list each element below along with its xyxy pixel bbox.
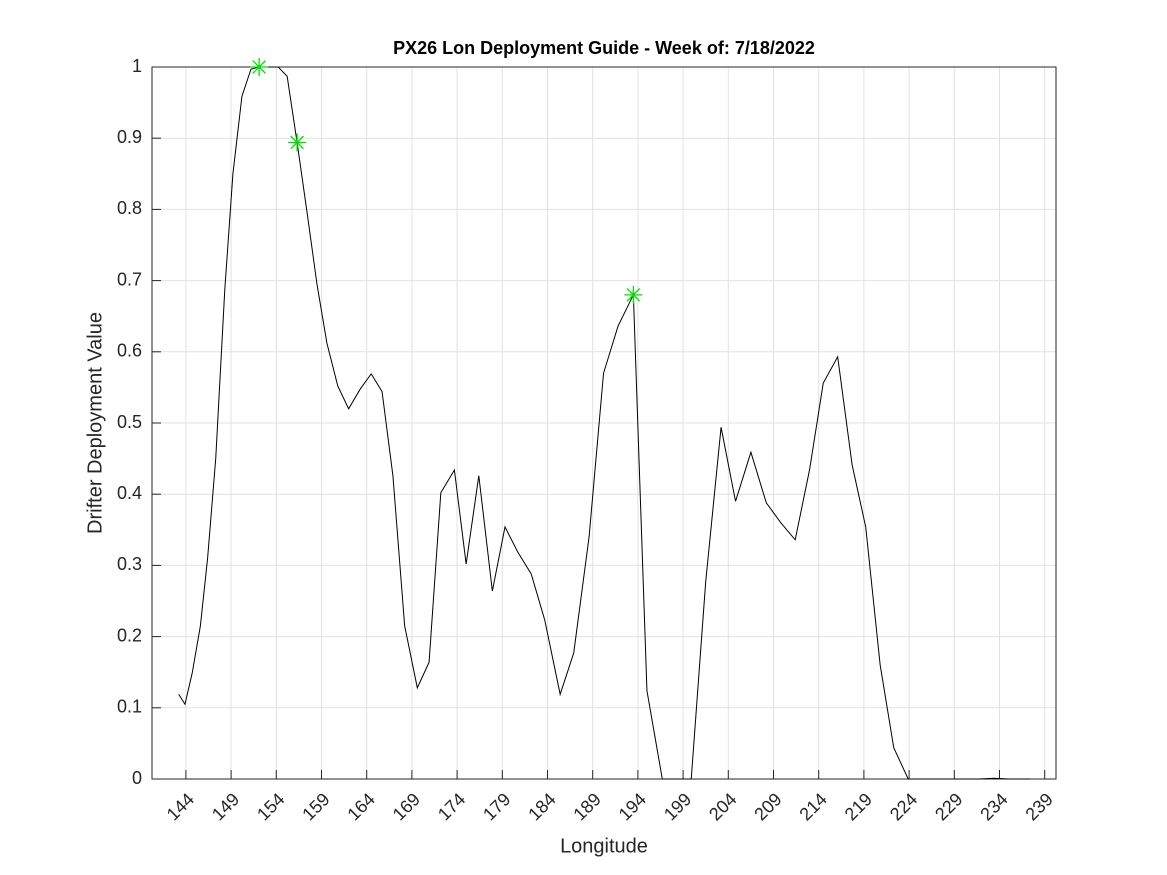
x-tick-label: 179 bbox=[479, 789, 514, 824]
x-tick-label: 169 bbox=[389, 789, 424, 824]
y-tick-label: 0.3 bbox=[117, 554, 142, 574]
y-tick-label: 0.6 bbox=[117, 341, 142, 361]
x-tick-label: 219 bbox=[841, 789, 876, 824]
x-tick-label: 184 bbox=[524, 789, 559, 824]
y-tick-label: 0.7 bbox=[117, 269, 142, 289]
y-tick-label: 0.4 bbox=[117, 483, 142, 503]
x-tick-label: 234 bbox=[976, 789, 1011, 824]
x-tick-label: 144 bbox=[163, 789, 198, 824]
x-tick-label: 214 bbox=[795, 789, 830, 824]
plot-frame bbox=[151, 66, 1057, 780]
x-tick-label: 189 bbox=[569, 789, 604, 824]
star-marker bbox=[624, 285, 643, 304]
x-axis-label: Longitude bbox=[560, 835, 648, 857]
star-marker bbox=[288, 133, 307, 152]
x-tick-label: 164 bbox=[343, 789, 378, 824]
x-tick-label: 194 bbox=[615, 789, 650, 824]
y-tick-label: 0.2 bbox=[117, 625, 142, 645]
x-tick-label: 199 bbox=[660, 789, 695, 824]
x-tick-label: 209 bbox=[750, 789, 785, 824]
y-tick-label: 0.8 bbox=[117, 198, 142, 218]
y-tick-label: 0.9 bbox=[117, 127, 142, 147]
x-tick-label: 154 bbox=[253, 789, 288, 824]
x-tick-label: 149 bbox=[208, 789, 243, 824]
data-line bbox=[178, 66, 1031, 780]
y-tick-label: 0 bbox=[132, 768, 142, 788]
chart-title: PX26 Lon Deployment Guide - Week of: 7/1… bbox=[393, 38, 815, 58]
y-tick-label: 0.5 bbox=[117, 412, 142, 432]
x-tick-label: 174 bbox=[434, 789, 469, 824]
y-tick-label: 1 bbox=[132, 56, 142, 76]
y-tick-label: 0.1 bbox=[117, 697, 142, 717]
x-tick-label: 239 bbox=[1021, 789, 1056, 824]
x-tick-label: 159 bbox=[298, 789, 333, 824]
star-marker bbox=[250, 58, 269, 76]
x-tick-label: 224 bbox=[886, 789, 921, 824]
x-tick-label: 229 bbox=[931, 789, 966, 824]
y-axis-label: Drifter Deployment Value bbox=[84, 312, 106, 534]
x-tick-label: 204 bbox=[705, 789, 740, 824]
